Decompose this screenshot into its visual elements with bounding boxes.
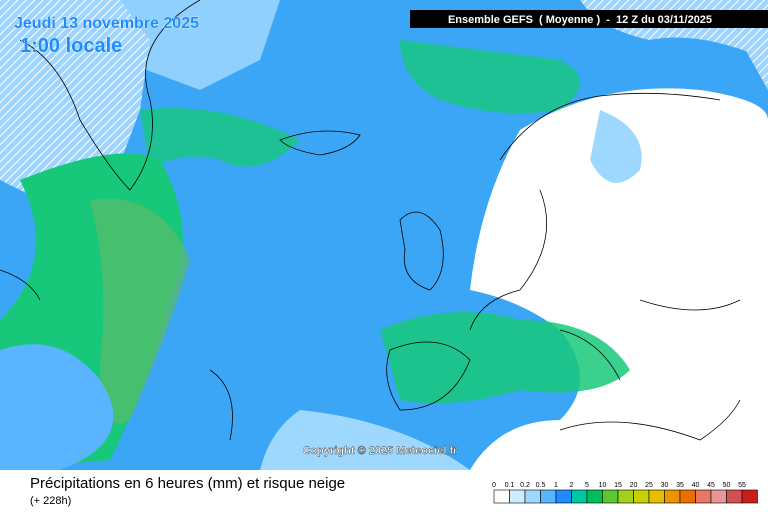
run-info: Ensemble GEFS ( Moyenne ) - 12 Z du 03/1… xyxy=(448,14,712,26)
map-time: 1:00 locale xyxy=(20,35,122,57)
legend-label: 1 xyxy=(554,482,558,489)
legend-swatch xyxy=(571,489,588,504)
footer-lead: (+ 228h) xyxy=(30,495,71,507)
legend-label: 5 xyxy=(585,482,589,489)
legend-label: 55 xyxy=(738,482,746,489)
legend-swatch xyxy=(726,489,743,504)
copyright: Copyright © 2025 Meteociel.fr xyxy=(303,445,459,457)
map-date: Jeudi 13 novembre 2025 xyxy=(14,15,199,32)
legend: 0 0.1 0.2 0.5 1 2 5 10 15 20 25 30 35 40 45 50 55 xyxy=(492,482,758,504)
legend-swatch xyxy=(524,489,541,504)
legend-swatch xyxy=(679,489,696,504)
map xyxy=(0,0,768,471)
legend-label: 25 xyxy=(645,482,653,489)
legend-swatch xyxy=(633,489,650,504)
legend-swatch xyxy=(617,489,634,504)
legend-label: 50 xyxy=(723,482,731,489)
footer-title: Précipitations en 6 heures (mm) et risqu… xyxy=(30,475,345,492)
legend-label: 45 xyxy=(707,482,715,489)
legend-swatch xyxy=(648,489,665,504)
legend-swatch xyxy=(540,489,557,504)
legend-swatch xyxy=(664,489,681,504)
legend-swatch xyxy=(695,489,712,504)
coastlines xyxy=(0,0,741,441)
legend-swatch xyxy=(555,489,572,504)
legend-label: 15 xyxy=(614,482,622,489)
legend-swatch xyxy=(602,489,619,504)
legend-label: 10 xyxy=(599,482,607,489)
legend-label: 40 xyxy=(692,482,700,489)
legend-swatch xyxy=(493,489,510,504)
legend-label: 30 xyxy=(661,482,669,489)
legend-swatch xyxy=(586,489,603,504)
legend-label: 0.1 xyxy=(505,482,515,489)
legend-swatch xyxy=(509,489,526,504)
legend-label: 2 xyxy=(570,482,574,489)
legend-label: 0 xyxy=(492,482,496,489)
legend-label: 0.2 xyxy=(520,482,530,489)
legend-label: 35 xyxy=(676,482,684,489)
legend-label: 0.5 xyxy=(536,482,546,489)
legend-label: 20 xyxy=(630,482,638,489)
legend-swatch xyxy=(741,489,758,504)
legend-swatch xyxy=(710,489,727,504)
run-banner xyxy=(410,10,768,28)
